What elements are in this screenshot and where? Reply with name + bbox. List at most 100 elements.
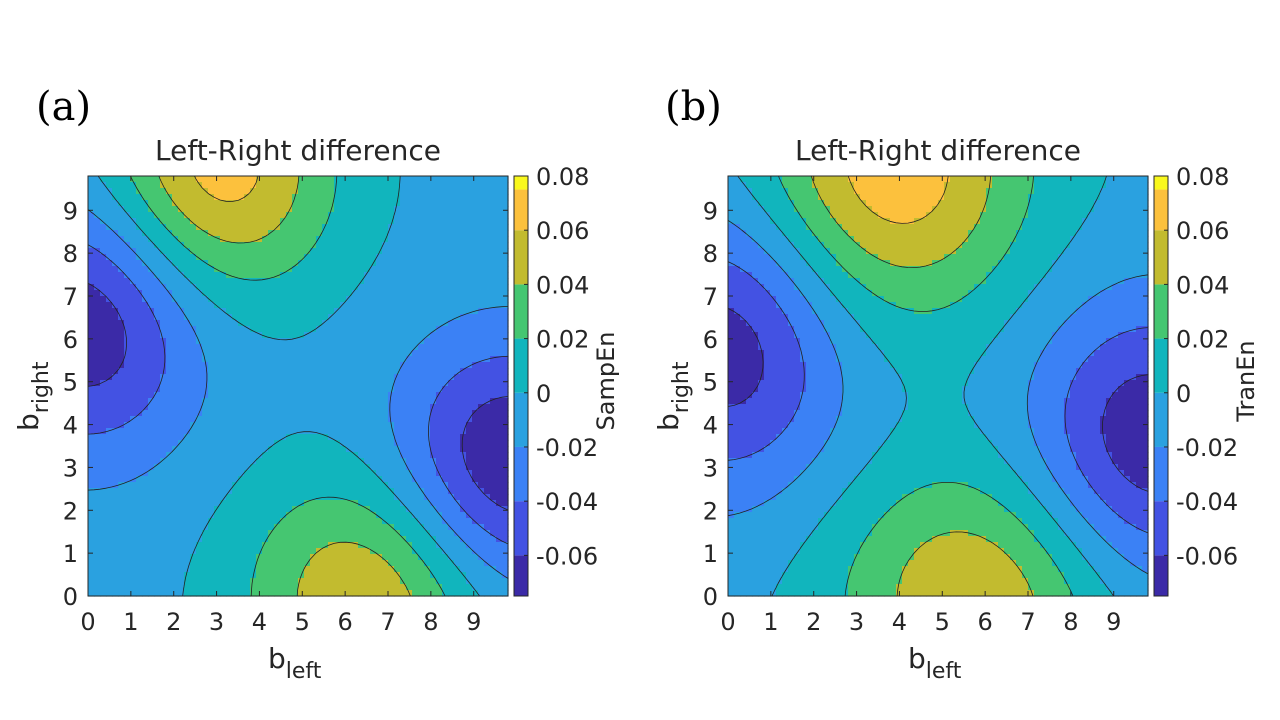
contour-cell — [430, 206, 437, 213]
contour-cell — [178, 356, 185, 363]
contour-cell — [502, 392, 509, 399]
contour-cell — [268, 494, 275, 501]
contour-cell — [358, 572, 365, 579]
contour-cell — [160, 236, 167, 243]
contour-cell — [424, 452, 431, 459]
contour-cell — [244, 356, 251, 363]
contour-cell — [166, 338, 173, 345]
contour-cell — [142, 434, 149, 441]
contour-cell — [244, 230, 251, 237]
contour-cell — [430, 392, 437, 399]
contour-cell — [178, 194, 185, 201]
contour-cell — [118, 194, 125, 201]
contour-cell — [340, 332, 347, 339]
contour-cell — [268, 326, 275, 333]
contour-cell — [124, 422, 131, 429]
contour-cell — [268, 194, 275, 201]
contour-cell — [274, 308, 281, 315]
contour-cell — [190, 536, 197, 543]
contour-cell — [244, 188, 251, 195]
contour-cell — [400, 284, 407, 291]
contour-cell — [280, 530, 287, 537]
contour-cell — [334, 566, 341, 573]
contour-cell — [298, 188, 305, 195]
contour-cell — [286, 302, 293, 309]
contour-cell — [148, 428, 155, 435]
contour-cell — [490, 332, 497, 339]
contour-cell — [208, 194, 215, 201]
contour-cell — [130, 512, 137, 519]
contour-cell — [466, 566, 473, 573]
contour-cell — [376, 494, 383, 501]
contour-cell — [322, 260, 329, 267]
contour-cell — [382, 446, 389, 453]
contour-cell — [442, 392, 449, 399]
contour-cell — [298, 506, 305, 513]
contour-cell — [328, 590, 335, 597]
contour-cell — [208, 440, 215, 447]
contour-cell — [304, 578, 311, 585]
contour-cell — [160, 524, 167, 531]
contour-cell — [454, 518, 461, 525]
contour-cell — [310, 314, 317, 321]
contour-cell — [136, 266, 143, 273]
contour-cell — [88, 518, 95, 525]
contour-cell — [322, 398, 329, 405]
contour-cell — [340, 470, 347, 477]
contour-cell — [424, 368, 431, 375]
contour-cell — [172, 590, 179, 597]
contour-cell — [184, 548, 191, 555]
contour-cell — [400, 542, 407, 549]
contour-cell — [166, 446, 173, 453]
contour-cell — [238, 530, 245, 537]
contour-cell — [382, 314, 389, 321]
contour-cell — [280, 512, 287, 519]
contour-cell — [94, 392, 101, 399]
contour-cell — [118, 560, 125, 567]
contour-cell — [310, 296, 317, 303]
contour-cell — [352, 560, 359, 567]
contour-cell — [484, 278, 491, 285]
contour-cell — [388, 494, 395, 501]
contour-cell — [460, 260, 467, 267]
contour-cell — [178, 572, 185, 579]
contour-cell — [112, 554, 119, 561]
contour-cell — [196, 488, 203, 495]
contour-cell — [292, 230, 299, 237]
contour-cell — [328, 248, 335, 255]
contour-cell — [322, 230, 329, 237]
contour-cell — [286, 176, 293, 183]
contour-cell — [208, 266, 215, 273]
contour-cell — [190, 218, 197, 225]
contour-cell — [274, 524, 281, 531]
contour-cell — [436, 344, 443, 351]
contour-cell — [466, 230, 473, 237]
contour-cell — [118, 428, 125, 435]
contour-cell — [400, 392, 407, 399]
contour-cell — [376, 344, 383, 351]
contour-cell — [352, 230, 359, 237]
contour-cell — [370, 506, 377, 513]
contour-cell — [430, 512, 437, 519]
contour-cell — [286, 572, 293, 579]
contour-cell — [454, 224, 461, 231]
contour-cell — [190, 524, 197, 531]
contour-cell — [412, 356, 419, 363]
contour-cell — [196, 356, 203, 363]
contour-cell — [430, 278, 437, 285]
contour-cell — [418, 290, 425, 297]
contour-cell — [448, 338, 455, 345]
contour-cell — [334, 446, 341, 453]
contour-cell — [226, 302, 233, 309]
contour-cell — [340, 404, 347, 411]
contour-cell — [382, 284, 389, 291]
contour-cell — [418, 434, 425, 441]
contour-cell — [262, 590, 269, 597]
contour-cell — [472, 314, 479, 321]
contour-cell — [214, 362, 221, 369]
contour-cell — [202, 266, 209, 273]
contour-cell — [166, 488, 173, 495]
contour-cell — [94, 578, 101, 585]
contour-cell — [388, 482, 395, 489]
contour-cell — [238, 302, 245, 309]
